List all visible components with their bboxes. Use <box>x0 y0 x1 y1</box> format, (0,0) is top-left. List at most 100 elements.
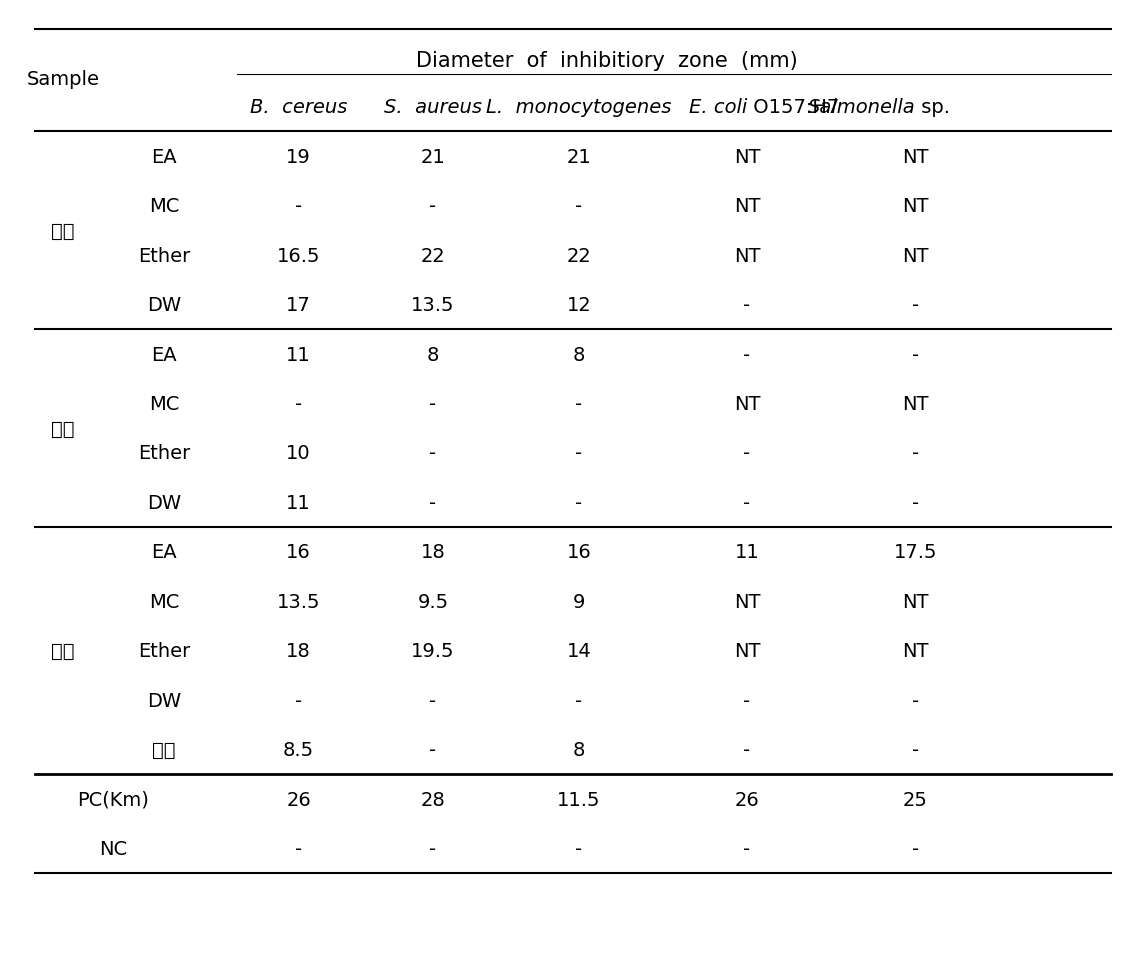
Text: 18: 18 <box>287 641 311 660</box>
Text: MC: MC <box>148 395 179 414</box>
Text: -: - <box>429 197 436 216</box>
Text: O157:H7: O157:H7 <box>747 98 840 117</box>
Text: 17.5: 17.5 <box>894 543 937 561</box>
Text: 11: 11 <box>735 543 760 561</box>
Text: 26: 26 <box>287 790 311 809</box>
Text: -: - <box>429 840 436 859</box>
Text: -: - <box>743 840 751 859</box>
Text: 16.5: 16.5 <box>277 246 320 265</box>
Text: 18: 18 <box>420 543 445 561</box>
Text: EA: EA <box>151 345 176 364</box>
Text: -: - <box>429 444 436 463</box>
Text: 11: 11 <box>287 345 311 364</box>
Text: DW: DW <box>147 494 181 513</box>
Text: 8: 8 <box>427 345 439 364</box>
Text: EA: EA <box>151 543 176 561</box>
Text: Salmonella: Salmonella <box>807 98 915 117</box>
Text: S.  aureus: S. aureus <box>384 98 482 117</box>
Text: -: - <box>294 395 302 414</box>
Text: -: - <box>429 740 436 760</box>
Text: 11: 11 <box>287 494 311 513</box>
Text: 8: 8 <box>572 740 584 760</box>
Text: -: - <box>575 444 582 463</box>
Text: 양하: 양하 <box>52 641 75 660</box>
Text: -: - <box>294 840 302 859</box>
Text: 17: 17 <box>287 295 311 314</box>
Text: MC: MC <box>148 592 179 611</box>
Text: Ether: Ether <box>138 641 190 660</box>
Text: 19: 19 <box>287 148 311 167</box>
Text: 22: 22 <box>566 246 591 265</box>
Text: 9.5: 9.5 <box>417 592 448 611</box>
Text: NT: NT <box>901 592 928 611</box>
Text: MC: MC <box>148 197 179 216</box>
Text: 석류: 석류 <box>52 222 75 240</box>
Text: NT: NT <box>901 641 928 660</box>
Text: PC(Km): PC(Km) <box>78 790 149 809</box>
Text: Diameter  of  inhibitiory  zone  (mm): Diameter of inhibitiory zone (mm) <box>416 51 798 71</box>
Text: 8.5: 8.5 <box>283 740 314 760</box>
Text: Ether: Ether <box>138 444 190 463</box>
Text: DW: DW <box>147 691 181 710</box>
Text: 유자: 유자 <box>52 419 75 438</box>
Text: -: - <box>575 395 582 414</box>
Text: 9: 9 <box>572 592 584 611</box>
Text: -: - <box>294 197 302 216</box>
Text: -: - <box>743 691 751 710</box>
Text: 26: 26 <box>735 790 760 809</box>
Text: 12: 12 <box>566 295 591 314</box>
Text: NT: NT <box>734 246 760 265</box>
Text: -: - <box>294 691 302 710</box>
Text: NT: NT <box>901 148 928 167</box>
Text: DW: DW <box>147 295 181 314</box>
Text: -: - <box>743 494 751 513</box>
Text: 22: 22 <box>420 246 445 265</box>
Text: NT: NT <box>734 148 760 167</box>
Text: B.  cereus: B. cereus <box>250 98 347 117</box>
Text: 13.5: 13.5 <box>411 295 455 314</box>
Text: -: - <box>912 345 918 364</box>
Text: -: - <box>743 740 751 760</box>
Text: -: - <box>912 840 918 859</box>
Text: 14: 14 <box>566 641 591 660</box>
Text: L.  monocytogenes: L. monocytogenes <box>487 98 671 117</box>
Text: sp.: sp. <box>915 98 950 117</box>
Text: Sample: Sample <box>27 70 100 89</box>
Text: 19.5: 19.5 <box>411 641 455 660</box>
Text: -: - <box>575 691 582 710</box>
Text: EA: EA <box>151 148 176 167</box>
Text: -: - <box>743 295 751 314</box>
Text: -: - <box>743 345 751 364</box>
Text: E. coli: E. coli <box>689 98 747 117</box>
Text: -: - <box>575 197 582 216</box>
Text: -: - <box>743 444 751 463</box>
Text: 28: 28 <box>420 790 445 809</box>
Text: 25: 25 <box>903 790 927 809</box>
Text: 16: 16 <box>287 543 311 561</box>
Text: -: - <box>912 494 918 513</box>
Text: -: - <box>575 494 582 513</box>
Text: NT: NT <box>734 592 760 611</box>
Text: 13.5: 13.5 <box>277 592 320 611</box>
Text: 21: 21 <box>566 148 591 167</box>
Text: NT: NT <box>901 246 928 265</box>
Text: -: - <box>575 840 582 859</box>
Text: -: - <box>912 444 918 463</box>
Text: -: - <box>912 295 918 314</box>
Text: 11.5: 11.5 <box>558 790 600 809</box>
Text: -: - <box>429 691 436 710</box>
Text: NT: NT <box>901 395 928 414</box>
Text: NC: NC <box>99 840 127 859</box>
Text: -: - <box>912 691 918 710</box>
Text: Ether: Ether <box>138 246 190 265</box>
Text: 16: 16 <box>566 543 591 561</box>
Text: -: - <box>912 740 918 760</box>
Text: -: - <box>429 395 436 414</box>
Text: NT: NT <box>901 197 928 216</box>
Text: NT: NT <box>734 641 760 660</box>
Text: NT: NT <box>734 395 760 414</box>
Text: NT: NT <box>734 197 760 216</box>
Text: 10: 10 <box>287 444 311 463</box>
Text: 기타: 기타 <box>152 740 175 760</box>
Text: 21: 21 <box>420 148 445 167</box>
